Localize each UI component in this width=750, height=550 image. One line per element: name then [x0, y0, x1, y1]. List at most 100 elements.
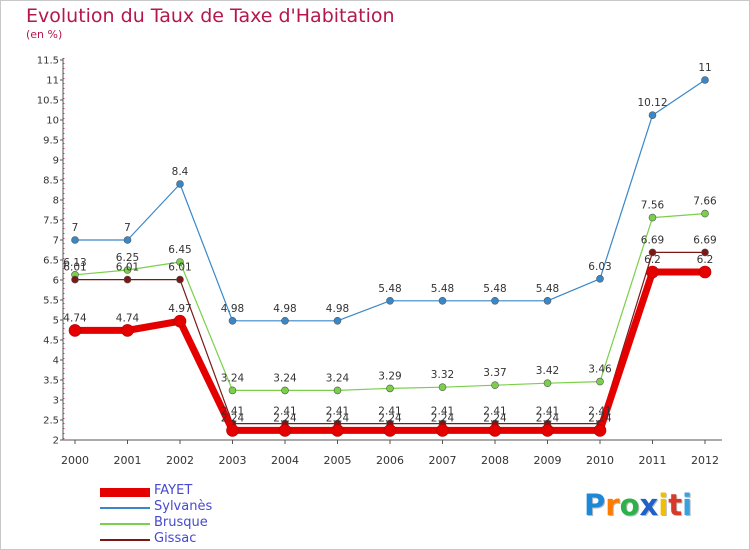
data-label: 2.24: [378, 412, 402, 424]
data-point: [121, 324, 134, 337]
data-point: [228, 386, 237, 395]
chart-axes: 2 2.5 3 3.5 4 4.5 5 5.5 6 6.5 7 7.5 8 8.5 9 9.5 10 10.5 11…: [37, 56, 722, 467]
data-point: [123, 236, 132, 244]
data-label: 7.56: [641, 200, 665, 212]
chart-series: [68, 76, 712, 437]
data-label: 3.24: [326, 372, 350, 384]
y-tick-label: 11.5: [37, 56, 59, 67]
legend-label: Sylvanès: [154, 499, 213, 514]
y-tick-label: 3.5: [43, 376, 59, 387]
data-label: 2.24: [221, 412, 245, 424]
data-label: 4.97: [168, 303, 191, 315]
data-point: [278, 424, 292, 437]
y-tick-label: 6: [53, 276, 59, 287]
y-tick-label: 7.5: [43, 216, 59, 227]
data-point: [488, 424, 502, 437]
logo-letter: o: [619, 488, 640, 522]
data-point: [71, 236, 79, 244]
y-tick-label: 9.5: [43, 136, 59, 147]
data-label: 2.41: [378, 406, 401, 418]
data-label: 3.24: [273, 372, 297, 384]
x-tick-label: 2012: [691, 454, 719, 467]
data-point: [176, 258, 184, 266]
data-point: [491, 296, 499, 305]
data-point: [383, 424, 397, 437]
data-label: 2.24: [326, 412, 350, 424]
data-point: [596, 377, 604, 386]
x-tick-label: 2002: [166, 454, 194, 467]
data-point: [648, 111, 657, 119]
data-label: 6.25: [116, 252, 139, 264]
data-point: [646, 265, 659, 279]
data-label: 11: [698, 62, 711, 74]
data-point: [438, 383, 447, 392]
data-label: 2.41: [431, 406, 454, 418]
data-point: [543, 296, 552, 305]
data-label: 2.41: [326, 406, 349, 418]
y-tick-label: 2: [53, 436, 59, 447]
data-label: 6.01: [63, 262, 86, 274]
data-label: 4.74: [63, 312, 87, 324]
y-tick-label: 8: [53, 196, 59, 207]
data-point: [543, 379, 552, 388]
data-point: [331, 424, 344, 437]
legend-swatch: [100, 539, 150, 541]
data-point: [701, 209, 709, 218]
y-tick-label: 3: [53, 396, 59, 407]
x-tick-label: 2008: [481, 454, 509, 467]
data-point: [228, 316, 237, 325]
data-label: 2.41: [536, 406, 559, 418]
data-label: 3.37: [483, 367, 506, 379]
data-point: [436, 424, 449, 437]
data-label: 4.98: [273, 303, 296, 315]
data-label: 2.24: [536, 412, 560, 424]
data-label: 6.45: [168, 244, 191, 256]
data-label: 2.41: [221, 406, 244, 418]
data-label: 3.32: [431, 369, 454, 381]
logo-letter: i: [658, 488, 669, 522]
data-point: [123, 266, 132, 274]
data-point: [596, 274, 604, 283]
data-label: 7.66: [693, 196, 717, 208]
y-tick-label: 10.5: [37, 96, 59, 107]
data-point: [541, 424, 554, 437]
data-point: [333, 386, 342, 395]
data-label: 3.29: [378, 370, 401, 382]
x-tick-label: 2007: [429, 454, 457, 467]
y-tick-label: 5: [53, 316, 59, 327]
data-label: 5.48: [431, 283, 454, 295]
legend-label: Gissac: [154, 531, 197, 546]
data-point: [68, 324, 82, 337]
x-tick-label: 2006: [376, 454, 404, 467]
logo-letter: i: [682, 488, 693, 522]
data-point: [386, 384, 394, 393]
chart-title: Evolution du Taux de Taxe d'Habitation: [26, 5, 395, 27]
data-point: [386, 296, 394, 305]
x-tick-label: 2003: [219, 454, 247, 467]
y-tick-label: 2.5: [43, 416, 59, 427]
legend-swatch: [100, 487, 150, 497]
proxiti-logo: Proxiti: [584, 488, 692, 522]
x-tick-label: 2009: [534, 454, 562, 467]
data-label: 3.46: [588, 364, 612, 376]
data-label: 2.24: [431, 412, 455, 424]
data-label: 5.48: [483, 283, 506, 295]
data-label: 6.69: [641, 234, 664, 246]
data-point: [226, 424, 239, 437]
y-tick-label: 11: [46, 76, 59, 87]
data-point: [123, 275, 132, 284]
data-label: 5.48: [536, 283, 559, 295]
data-label: 6.2: [697, 254, 714, 266]
data-label: 3.42: [536, 365, 559, 377]
data-label: 10.12: [637, 97, 667, 109]
x-tick-label: 2005: [324, 454, 352, 467]
data-label: 8.4: [172, 166, 189, 178]
chart-data-labels: 4.74 4.74 4.97 2.24 2.24 2.24 2.24 2.24 2.24 2.24…: [63, 62, 717, 424]
y-tick-label: 8.5: [43, 176, 59, 187]
data-label: 2.24: [588, 412, 612, 424]
data-point: [491, 381, 499, 390]
legend-label: FAYET: [154, 483, 193, 498]
chart-subtitle: (en %): [26, 28, 63, 41]
